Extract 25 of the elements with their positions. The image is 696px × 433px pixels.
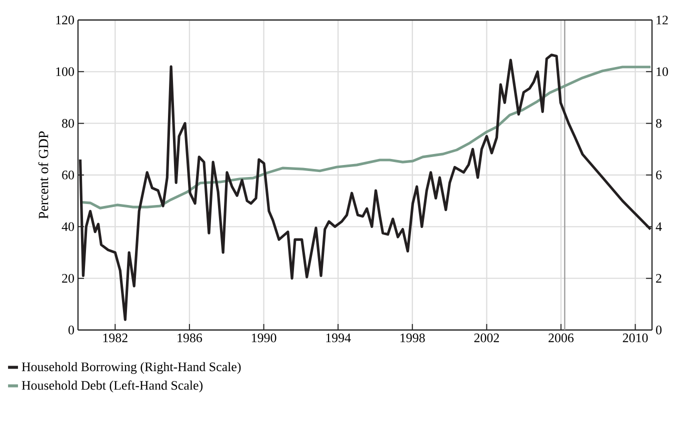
y-tick-label: 0	[68, 326, 74, 334]
x-tick-label: 1982	[103, 334, 128, 342]
y2-tick-label: 2	[656, 274, 662, 283]
y2-tick-label: 8	[656, 118, 662, 128]
y-axis-title: Percent of GDP	[38, 131, 48, 219]
x-tick-label: 1998	[400, 334, 425, 342]
y2-tick-label: 10	[656, 67, 668, 76]
y-tick-label: 100	[56, 67, 74, 76]
y2-tick-label: 0	[656, 326, 662, 334]
y2-tick-label: 4	[656, 222, 662, 231]
x-tick-label: 2010	[622, 334, 648, 342]
y-tick-label: 60	[62, 170, 74, 180]
x-tick-label: 2006	[548, 334, 574, 342]
y2-tick-label: 6	[656, 170, 662, 180]
x-tick-label: 1990	[252, 334, 276, 342]
y-tick-label: 40	[62, 222, 74, 232]
x-tick-label: 1994	[326, 334, 351, 342]
x-tick-label: 2002	[474, 334, 499, 342]
legend-label: Household Debt (Left-Hand Scale)	[22, 380, 203, 392]
y2-tick-label: 12	[656, 16, 668, 24]
legend-label: Household Borrowing (Right-Hand Scale)	[22, 362, 241, 374]
y-tick-label: 80	[62, 118, 74, 128]
y-tick-label: 20	[62, 274, 74, 283]
y-tick-label: 120	[56, 16, 74, 24]
x-tick-label: 1986	[178, 334, 202, 342]
